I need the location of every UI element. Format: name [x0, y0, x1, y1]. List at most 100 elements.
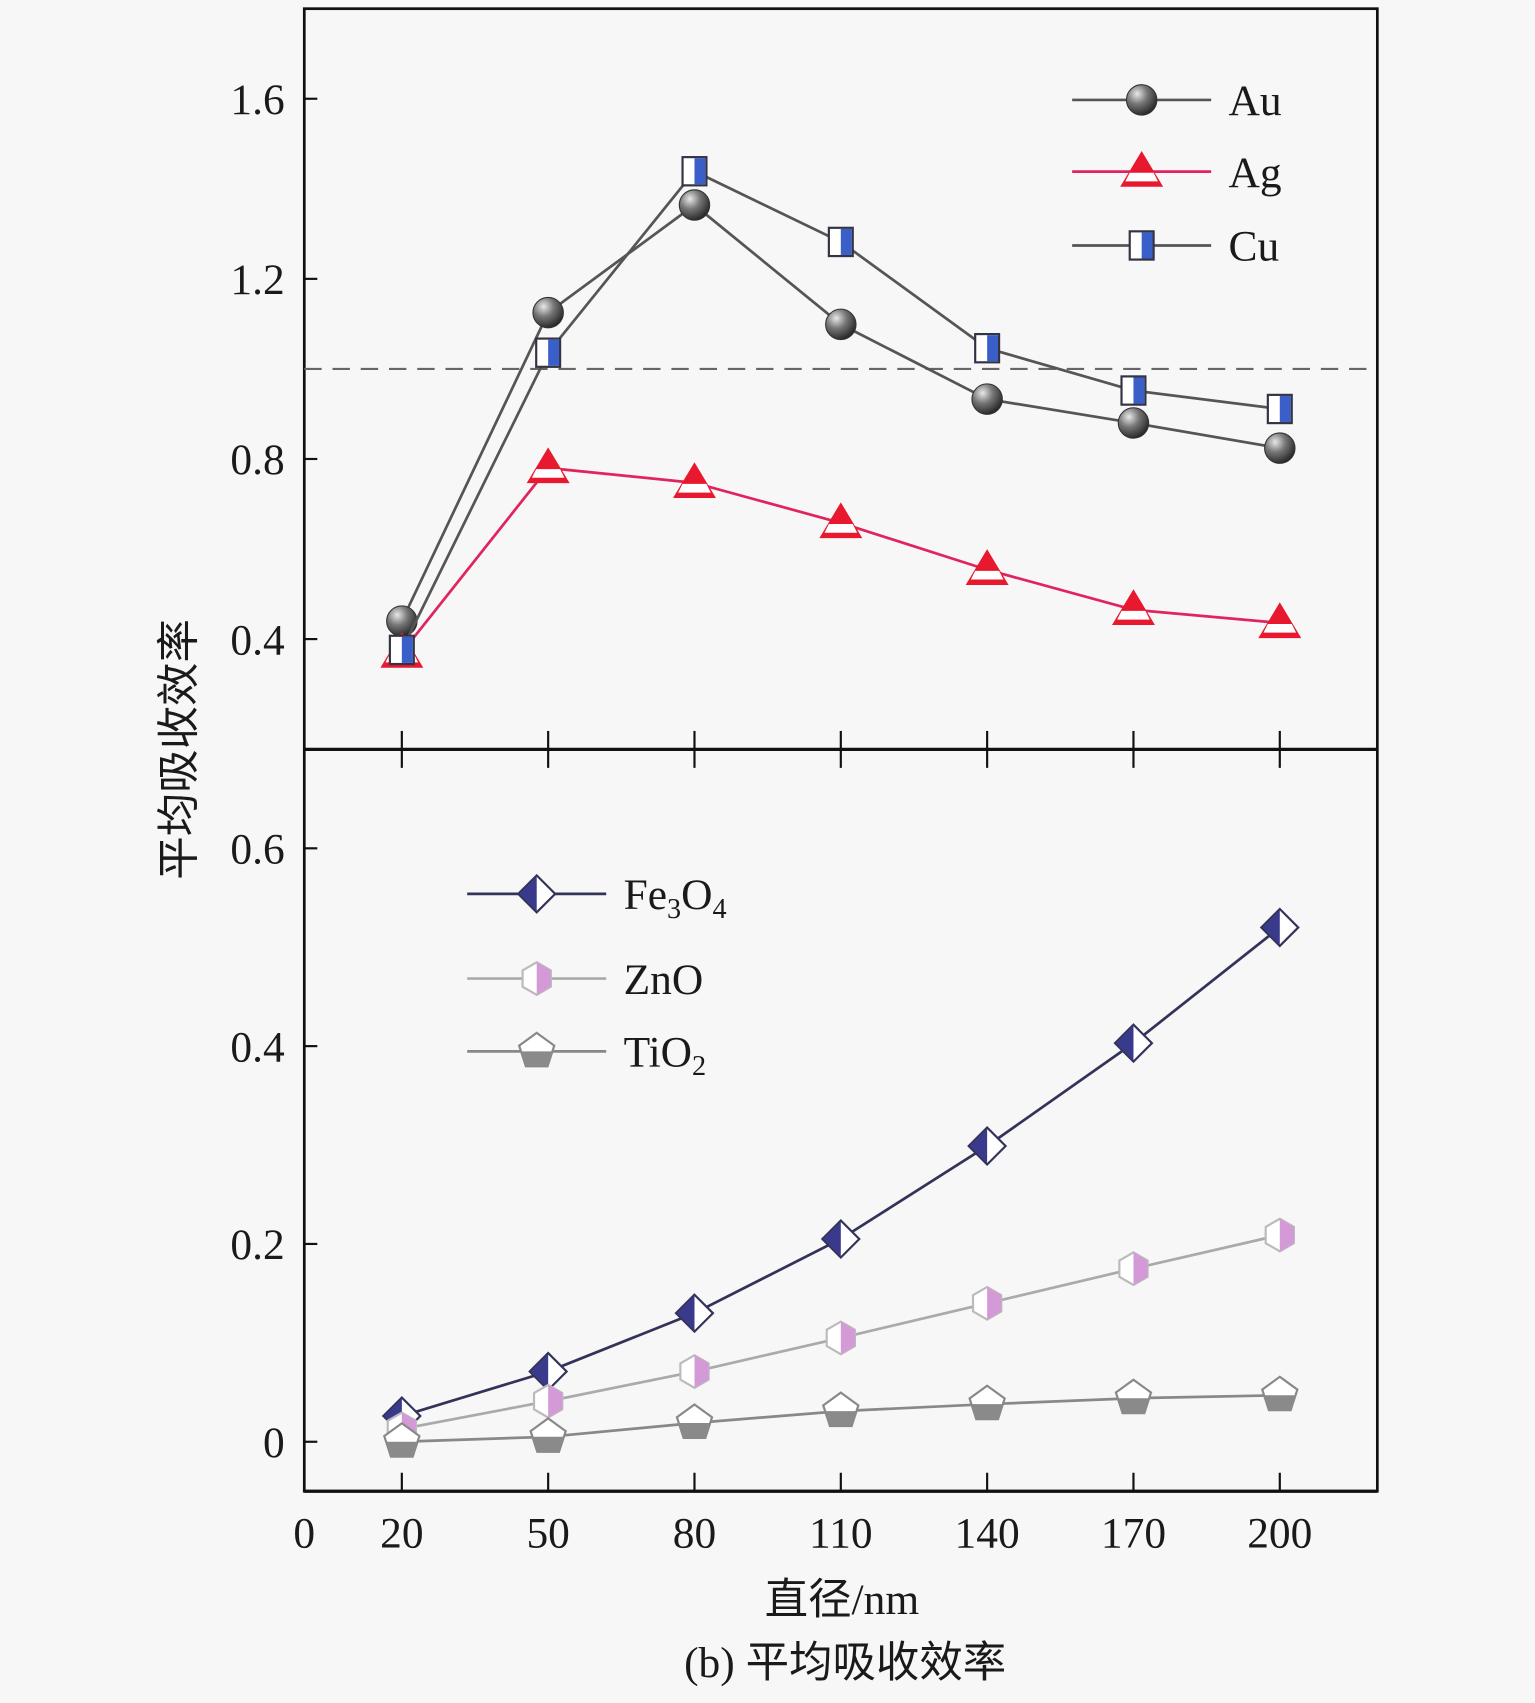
x-tick-label: 140 [955, 1510, 1020, 1558]
legend-label-part: ZnO [624, 956, 704, 1004]
data-point-fe3o4-110 [820, 1218, 861, 1259]
data-point-zno-170 [1118, 1251, 1149, 1287]
triangle-marker-fill [824, 523, 858, 533]
data-point-ag-80 [673, 462, 716, 499]
pentagon-marker-fill [678, 1422, 711, 1439]
legend-label-tio2: TiO2 [624, 1029, 707, 1083]
data-point-cu-170 [1120, 375, 1147, 406]
data-point-zno-50 [532, 1383, 564, 1419]
legend-marker-au [1125, 84, 1158, 116]
data-point-cu-20 [388, 634, 415, 666]
square-marker-fill [987, 335, 998, 362]
diamond-marker-fill [677, 1295, 695, 1331]
legend-label-part: 4 [713, 894, 727, 925]
triangle-marker-fill [531, 469, 565, 478]
data-point-ag-140 [965, 549, 1009, 585]
diamond-marker-fill [519, 876, 537, 912]
legend-marker-cu [1128, 230, 1155, 261]
data-point-zno-80 [679, 1353, 710, 1390]
y-tick-label: 0.8 [230, 436, 284, 484]
legend-label-fe3o4: Fe3O4 [624, 871, 727, 925]
y-tick-label: 1.6 [230, 76, 284, 124]
hexagon-marker-fill [840, 1321, 855, 1355]
data-point-au-80 [678, 189, 711, 221]
hexagon-marker-fill [548, 1384, 563, 1418]
square-marker-fill [694, 158, 706, 185]
data-point-au-20 [386, 605, 418, 637]
data-point-au-170 [1117, 407, 1150, 439]
y-tick-label: 0.4 [230, 1023, 285, 1071]
square-marker-fill [1279, 395, 1291, 423]
data-point-cu-140 [974, 332, 1001, 364]
y-tick-label: 0.2 [230, 1221, 284, 1269]
pentagon-marker-fill [970, 1404, 1004, 1420]
diamond-marker-fill [823, 1221, 841, 1257]
triangle-marker-fill [1125, 172, 1158, 182]
diamond-marker-fill [969, 1128, 988, 1164]
sphere-marker-icon [825, 308, 857, 341]
legend-marker-ag [1120, 151, 1164, 187]
x-tick-label: 80 [673, 1510, 716, 1558]
y-tick-label: 0.4 [230, 616, 285, 664]
legend-label-part: 2 [692, 1051, 706, 1082]
data-point-tio2-20 [382, 1421, 421, 1458]
data-point-au-140 [971, 383, 1003, 415]
legend-marker-zno [521, 961, 552, 997]
figure-caption: (b) 平均吸收效率 [684, 1639, 1006, 1687]
square-marker-fill [1141, 232, 1153, 259]
legend-label-cu: Cu [1229, 223, 1280, 271]
y-tick-label: 1.2 [230, 256, 284, 304]
pentagon-marker-fill [385, 1441, 419, 1457]
sphere-marker-icon [1264, 432, 1296, 464]
series-line-au [400, 203, 1281, 622]
x-tick-label: 110 [809, 1510, 873, 1558]
legend-label-part: Fe [624, 871, 667, 919]
data-point-fe3o4-200 [1259, 907, 1300, 948]
data-point-au-200 [1264, 432, 1296, 464]
data-point-ag-50 [526, 447, 570, 484]
data-point-zno-200 [1264, 1217, 1295, 1253]
sphere-marker-icon [532, 296, 564, 329]
data-point-fe3o4-170 [1113, 1023, 1154, 1064]
legend-label-part: TiO [624, 1029, 692, 1077]
hexagon-marker-fill [694, 1355, 709, 1388]
sphere-marker-icon [971, 383, 1003, 415]
sphere-marker-icon [1125, 84, 1158, 116]
data-point-tio2-170 [1114, 1378, 1153, 1415]
x-tick-label: 50 [526, 1510, 569, 1558]
diamond-marker-fill [1262, 910, 1280, 945]
data-point-tio2-140 [968, 1384, 1006, 1421]
triangle-marker-fill [1263, 623, 1297, 633]
sphere-marker-icon [1117, 407, 1150, 439]
hexagon-marker-fill [1279, 1218, 1294, 1252]
legend-label-part: O [681, 871, 712, 919]
legend-label-zno: ZnO [624, 956, 704, 1004]
pentagon-marker-fill [824, 1411, 858, 1427]
square-marker-fill [1133, 377, 1145, 404]
data-point-au-110 [825, 308, 857, 341]
data-point-au-50 [532, 296, 564, 329]
legend-label-ag: Ag [1229, 149, 1282, 197]
plot-area: 0 20 50 80 110 140 170 200 0.4 0.8 1.2 1.6 0 0.2 0.4 0.… [230, 7, 1379, 1558]
triangle-marker-fill [970, 570, 1004, 580]
diamond-marker-fill [530, 1354, 549, 1389]
y-axis-label: 平均吸收效率 [155, 619, 203, 880]
square-marker-fill [548, 339, 560, 366]
y-tick-label: 0 [263, 1419, 285, 1467]
data-point-cu-50 [535, 337, 562, 368]
data-point-cu-80 [681, 156, 708, 187]
data-point-tio2-200 [1260, 1375, 1299, 1412]
diamond-marker-fill [1116, 1025, 1134, 1061]
data-point-zno-110 [825, 1320, 857, 1356]
square-marker-fill [840, 228, 852, 255]
legend-label-au: Au [1229, 77, 1282, 125]
x-tick-label: 200 [1247, 1510, 1312, 1558]
x-tick-label: 0 [293, 1510, 315, 1558]
data-point-tio2-110 [821, 1391, 860, 1428]
data-point-ag-110 [819, 502, 863, 539]
pentagon-marker-fill [1263, 1395, 1297, 1411]
triangle-marker-fill [678, 483, 711, 493]
hexagon-marker-fill [1133, 1252, 1148, 1285]
sphere-marker-icon [386, 605, 418, 637]
